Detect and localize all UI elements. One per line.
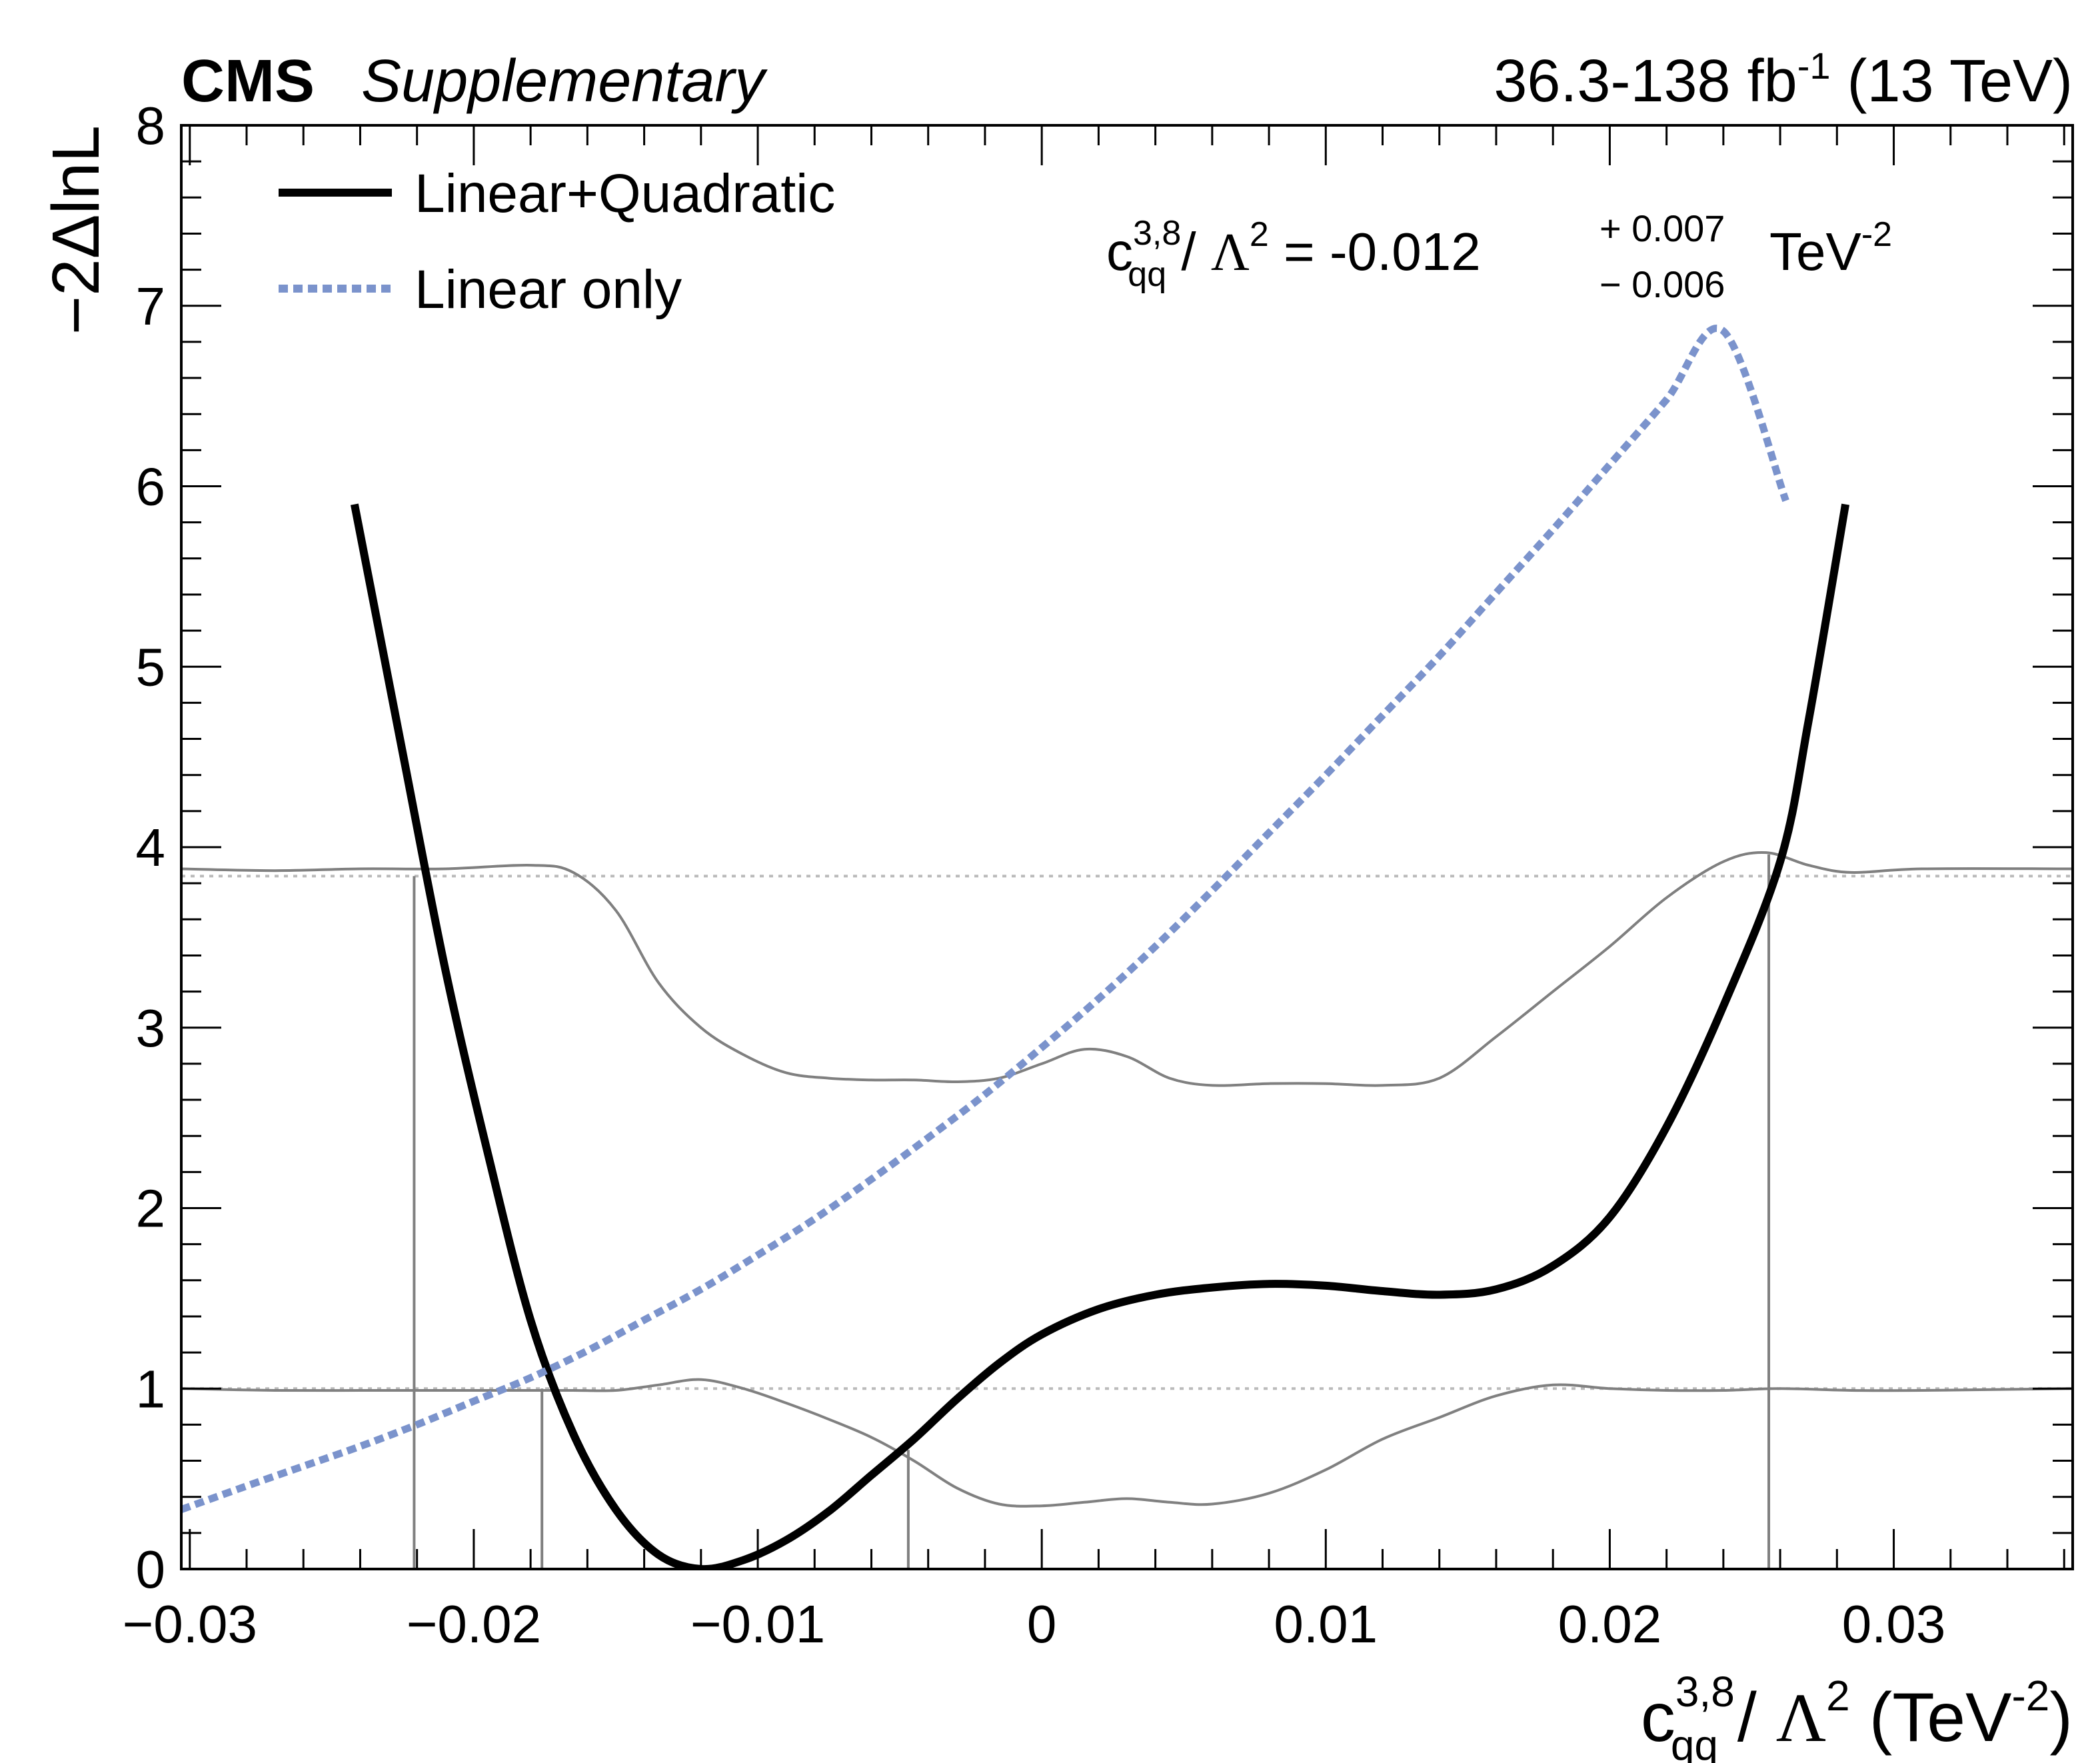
header-tag: Supplementary [361,48,768,115]
x-tick-label: 0.03 [1842,1594,1946,1654]
header-experiment: CMS [181,48,315,115]
x-axis-title-sup: 3,8 [1675,1668,1735,1716]
legend-label-linear-quadratic: Linear+Quadratic [415,163,835,224]
x-axis-title-close: ) [2049,1679,2073,1756]
x-axis: −0.03 −0.02 −0.01 0 0.01 0.02 0.03 [123,125,2065,1654]
series-line-linear-only [181,325,1789,1513]
fit-lambda: Λ [1211,223,1250,282]
lumi-range: 36.3-138 fb [1494,48,1797,115]
y-tick-label: 8 [136,96,166,155]
fit-error-up: + 0.007 [1599,207,1725,249]
y-tick-label: 4 [136,818,166,877]
fit-coef-sub: qq [1128,255,1166,294]
fit-unit-text: TeV [1769,222,1861,281]
lumi-exponent: -1 [1797,45,1831,87]
x-axis-title-lambda: Λ [1776,1680,1826,1756]
legend-label-linear-only: Linear only [415,259,682,320]
x-tick-label: −0.01 [690,1594,825,1654]
fit-coef-sup: 3,8 [1133,214,1181,253]
y-tick-label: 5 [136,637,166,697]
x-axis-title-coef: c [1641,1679,1675,1756]
fit-value: = -0.012 [1269,222,1481,281]
fit-divider: / [1166,222,1211,281]
y-tick-label: 7 [136,277,166,336]
fit-result-annotation: c3,8 qq / Λ2 = -0.012 [1106,214,1481,294]
y-axis: 0 1 2 3 4 5 6 7 8 [136,96,2073,1599]
y-tick-label: 2 [136,1179,166,1238]
x-axis-title-unit-exp: -2 [2011,1672,2049,1720]
lumi-energy: (13 TeV) [1830,48,2073,115]
header-luminosity: 36.3-138 fb-1 (13 TeV) [1494,45,2073,115]
fit-unit: TeV-2 [1769,215,1892,281]
x-tick-label: 0.01 [1274,1594,1378,1654]
x-tick-label: 0 [1027,1594,1057,1654]
y-tick-label: 6 [136,457,166,517]
x-axis-title-divider: / [1718,1679,1776,1756]
x-tick-label: −0.03 [123,1594,257,1654]
band-curve-lower [181,1378,2073,1508]
y-tick-label: 3 [136,998,166,1058]
x-axis-title-lambda-exp: 2 [1826,1672,1850,1720]
series-line-linear-quadratic [351,503,1850,1569]
fit-unit-exp: -2 [1861,215,1892,254]
fit-lambda-exp: 2 [1250,215,1269,254]
legend: Linear+Quadratic Linear only [279,163,835,320]
y-axis-title: −2ΔlnL [39,125,113,335]
plot-area [181,325,2073,1569]
y-tick-label: 0 [136,1540,166,1599]
x-tick-label: 0.02 [1558,1594,1662,1654]
y-tick-label: 1 [136,1359,166,1418]
band-curve-upper [181,851,2073,1087]
x-tick-label: −0.02 [407,1594,541,1654]
x-axis-title-sub: qq [1671,1721,1718,1763]
x-axis-title: c3,8 qq / Λ2 (TeV-2) [1641,1668,2073,1763]
x-axis-title-unit: (TeV [1850,1679,2012,1756]
fit-error-down: − 0.006 [1599,263,1725,305]
fit-coef: c [1106,222,1133,281]
